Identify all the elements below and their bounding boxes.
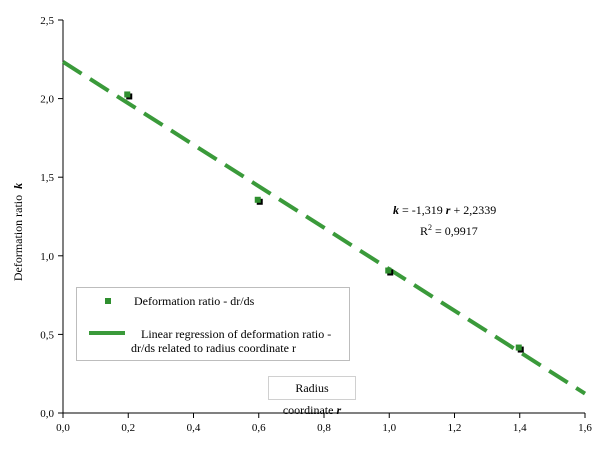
legend-label-points: Deformation ratio - dr/ds bbox=[134, 294, 255, 308]
y-tick-label: 2,0 bbox=[40, 94, 54, 106]
regression-line bbox=[61, 60, 587, 396]
y-tick-label: 0,0 bbox=[40, 408, 54, 420]
r2-value: = 0,9917 bbox=[435, 224, 478, 238]
x-tick-label: 0,8 bbox=[317, 422, 331, 434]
x-tick-label: 1,6 bbox=[578, 422, 592, 434]
x-axis-label: Radius coordinate r bbox=[268, 376, 356, 417]
x-tick-label: 1,2 bbox=[448, 422, 462, 434]
r2-label: R bbox=[420, 224, 429, 238]
y-tick-label: 2,5 bbox=[40, 15, 54, 27]
data-points bbox=[124, 91, 524, 353]
data-point bbox=[515, 344, 522, 351]
legend-label-line-1: Linear regression of deformation ratio - bbox=[141, 327, 332, 341]
r-squared-line: R2 = 0,9917 bbox=[393, 219, 496, 240]
regression-line-path bbox=[61, 60, 587, 396]
legend-markers bbox=[89, 298, 125, 335]
regression-equation: k = -1,319 r + 2,2339 R2 = 0,9917 bbox=[393, 202, 496, 240]
x-tick-label: 0,4 bbox=[187, 422, 201, 434]
eq-k: k bbox=[393, 203, 399, 217]
y-tick-label: 0,5 bbox=[40, 329, 54, 341]
y-tick-label: 1,0 bbox=[40, 251, 54, 263]
y-axis-label: Deformation ratiok bbox=[11, 183, 25, 281]
axes bbox=[58, 19, 586, 418]
data-point bbox=[254, 196, 261, 203]
equation-line: k = -1,319 r + 2,2339 bbox=[393, 202, 496, 219]
data-point bbox=[124, 91, 131, 98]
legend: Deformation ratio - dr/ds Linear regress… bbox=[76, 287, 350, 361]
eq-intercept: + 2,2339 bbox=[453, 203, 497, 217]
tick-labels: 0,0 0,2 0,4 0,6 0,8 1,0 1,2 1,4 1,6 0,0 0,5 1,0 1,5 2… bbox=[40, 15, 592, 434]
x-tick-label: 0,0 bbox=[56, 422, 70, 434]
x-tick-label: 1,4 bbox=[513, 422, 527, 434]
legend-marker-points bbox=[105, 298, 111, 304]
legend-label-line-2: dr/ds related to radius coordinate r bbox=[131, 341, 296, 355]
eq-slope: = -1,319 bbox=[402, 203, 443, 217]
data-point bbox=[385, 267, 392, 274]
x-tick-label: 0,2 bbox=[121, 422, 135, 434]
eq-r: r bbox=[445, 203, 451, 217]
x-tick-label: 1,0 bbox=[382, 422, 396, 434]
r2-exponent: 2 bbox=[428, 223, 433, 232]
y-tick-label: 1,5 bbox=[40, 172, 54, 184]
x-tick-label: 0,6 bbox=[252, 422, 266, 434]
